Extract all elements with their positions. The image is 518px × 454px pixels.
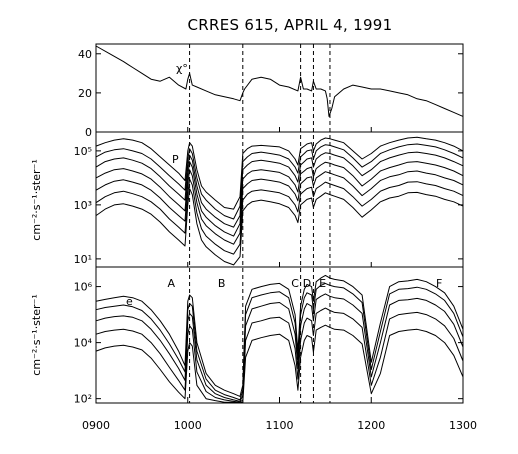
panel-electrons-label: e <box>126 295 133 308</box>
interval-label-e: E <box>319 277 326 290</box>
panel-electrons: e cm⁻²·s⁻¹·ster⁻¹ 10² 10⁴ 10⁶ 0900 1000 1100 1… <box>30 266 477 432</box>
interval-label-b: B <box>218 277 226 290</box>
panel-electrons-series-3 <box>95 293 464 402</box>
panel-protons-frame <box>95 131 464 268</box>
panel-protons-series-2 <box>95 143 464 220</box>
panel-protons-ytick-label: 10⁵ <box>74 145 92 158</box>
panel-angle: χ° 0 20 40 <box>78 43 464 139</box>
panel-angle-ytick-label: 0 <box>85 126 92 139</box>
panel-electrons-xtick-label: 0900 <box>82 419 110 432</box>
panel-electrons-xtick-label: 1100 <box>266 419 294 432</box>
panel-electrons-ytick-label: 10⁴ <box>74 337 93 350</box>
panel-protons-series-7 <box>95 188 464 266</box>
panel-protons-ytick-label: 10¹ <box>74 253 92 266</box>
panel-angle-label: χ° <box>176 62 188 75</box>
panel-electrons-ytick-label: 10² <box>74 393 92 406</box>
panel-angle-ytick-label: 40 <box>78 48 92 61</box>
panel-protons-series-3 <box>95 151 464 228</box>
panel-electrons-ylabel: cm⁻²·s⁻¹·ster⁻¹ <box>30 294 43 375</box>
panel-protons-series-4 <box>95 161 464 237</box>
panel-protons: P cm⁻²·s⁻¹·ster⁻¹ 10¹ 10³ 10⁵ <box>30 131 464 268</box>
panel-angle-ytick-label: 20 <box>78 87 92 100</box>
panel-angle-series-1 <box>95 45 464 117</box>
panel-angle-frame <box>95 43 464 133</box>
interval-label-f: F <box>436 277 442 290</box>
interval-label-c: C <box>291 277 299 290</box>
panel-electrons-xtick-label: 1300 <box>449 419 477 432</box>
event-markers <box>189 44 331 403</box>
interval-label-d: D <box>303 277 311 290</box>
panel-protons-ylabel: cm⁻²·s⁻¹·ster⁻¹ <box>30 159 43 240</box>
panel-protons-series-1 <box>95 136 464 210</box>
panel-electrons-series-5 <box>95 324 464 404</box>
panel-electrons-series-1 <box>95 274 464 397</box>
panel-electrons-xtick-label: 1000 <box>174 419 202 432</box>
panel-protons-ytick-label: 10³ <box>74 199 92 212</box>
panel-electrons-series-4 <box>95 307 464 403</box>
panel-electrons-xtick-label: 1200 <box>357 419 385 432</box>
interval-label-a: A <box>167 277 175 290</box>
panel-electrons-ytick-label: 10⁶ <box>74 281 93 294</box>
panel-protons-series-5 <box>95 169 464 245</box>
chart-title: CRRES 615, APRIL 4, 1991 <box>188 16 393 34</box>
panel-protons-label: P <box>172 153 179 166</box>
panel-protons-series-6 <box>95 178 464 255</box>
panel-electrons-frame <box>95 266 464 404</box>
panel-electrons-series-2 <box>95 282 464 401</box>
